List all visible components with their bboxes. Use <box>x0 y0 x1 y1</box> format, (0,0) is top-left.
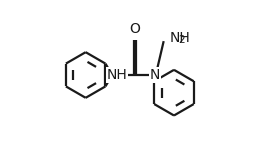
Text: NH: NH <box>106 68 127 82</box>
Text: O: O <box>129 22 140 36</box>
Text: NH: NH <box>170 31 190 45</box>
Text: 2: 2 <box>178 35 185 45</box>
Text: N: N <box>150 68 160 82</box>
